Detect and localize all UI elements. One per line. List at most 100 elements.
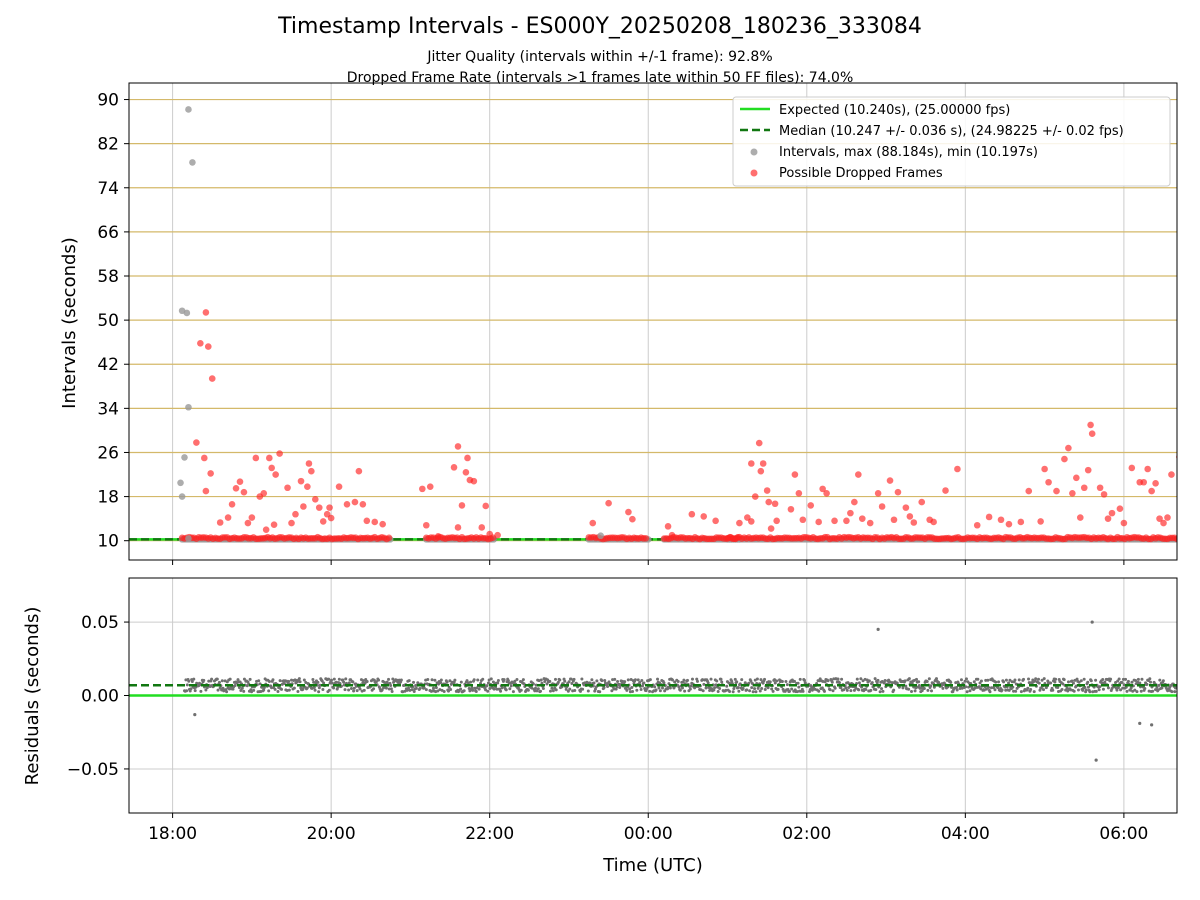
- dropped-frame-point: [1073, 474, 1080, 482]
- dropped-frame-point: [236, 478, 244, 485]
- dropped-frame-point: [906, 513, 914, 520]
- residual-point: [989, 686, 993, 690]
- residual-point: [676, 679, 680, 683]
- residual-point: [1121, 686, 1125, 690]
- residual-point: [770, 687, 774, 691]
- residual-point: [869, 688, 873, 692]
- interval-point: [1194, 536, 1200, 543]
- residual-point: [1049, 681, 1053, 685]
- residual-point: [630, 685, 634, 689]
- dropped-frame-point: [759, 460, 767, 467]
- legend: Expected (10.240s), (25.00000 fps) Media…: [732, 96, 1171, 187]
- dropped-frame-point: [1160, 519, 1167, 527]
- residual-point: [979, 687, 983, 691]
- residual-point: [1140, 677, 1144, 681]
- dropped-frame-point: [1193, 536, 1200, 543]
- residual-point: [1097, 688, 1101, 692]
- x-tick-label: 18:00: [148, 824, 197, 844]
- dropped-frame-point: [866, 519, 874, 527]
- residual-point: [988, 690, 992, 694]
- dropped-frame-point: [327, 514, 335, 522]
- dropped-frame-point: [232, 485, 240, 492]
- residual-point: [716, 689, 720, 693]
- dropped-frame-point: [918, 498, 926, 506]
- bottom-y-tick-label: 0.05: [81, 613, 119, 633]
- residual-point: [636, 678, 640, 682]
- residual-point: [515, 678, 519, 682]
- residual-point: [614, 687, 618, 691]
- residual-point: [606, 684, 610, 688]
- residual-point: [500, 686, 504, 690]
- dropped-frame-point: [831, 517, 838, 525]
- residual-point: [671, 678, 675, 682]
- dropped-frame-point: [886, 477, 894, 484]
- residual-point: [840, 677, 844, 681]
- dropped-frame-point: [930, 518, 937, 526]
- x-tick-label: 04:00: [941, 824, 990, 844]
- residual-point: [1056, 685, 1060, 689]
- residual-point: [556, 680, 560, 684]
- residual-point: [436, 682, 440, 686]
- top-y-tick-label: 42: [97, 355, 119, 375]
- residual-point: [702, 682, 706, 686]
- dropped-frame-point: [426, 483, 434, 490]
- residual-point: [1094, 678, 1098, 682]
- residual-point: [387, 677, 391, 681]
- residual-point: [1106, 686, 1110, 690]
- residual-point: [839, 686, 843, 690]
- residual-point: [1089, 679, 1093, 683]
- residual-point: [965, 690, 969, 694]
- residual-point: [1094, 689, 1098, 693]
- dropped-frame-point: [771, 500, 779, 508]
- residual-point: [1053, 680, 1057, 684]
- dropped-frame-point: [1156, 515, 1163, 522]
- dropped-frame-point: [482, 502, 490, 510]
- residual-point: [1029, 688, 1033, 692]
- residual-point: [231, 687, 235, 691]
- residual-outlier-point: [1150, 723, 1154, 727]
- residual-point: [1013, 678, 1017, 682]
- residual-point: [1061, 682, 1065, 686]
- residual-point: [533, 689, 537, 693]
- residual-point: [784, 679, 788, 683]
- residual-point: [842, 688, 846, 692]
- residual-point: [737, 689, 741, 693]
- residual-point: [741, 686, 745, 690]
- residual-point: [600, 679, 604, 683]
- residual-point: [733, 677, 737, 681]
- residual-point: [1054, 677, 1058, 681]
- residual-point: [897, 685, 901, 689]
- residual-point: [488, 687, 492, 691]
- residual-point: [242, 689, 246, 693]
- residual-point: [788, 689, 792, 693]
- legend-median-label: Median (10.247 +/- 0.036 s), (24.98225 +…: [779, 124, 1124, 139]
- residual-point: [496, 679, 500, 683]
- residual-point: [1194, 687, 1197, 690]
- residual-point: [837, 681, 841, 685]
- residual-point: [586, 689, 590, 693]
- interval-point: [1190, 536, 1197, 543]
- residual-point: [910, 690, 914, 694]
- residual-point: [883, 679, 887, 683]
- legend-intervals-swatch: [750, 148, 758, 156]
- dropped-frame-point: [470, 477, 478, 485]
- residual-outlier-point: [876, 627, 880, 632]
- residual-point: [654, 688, 658, 692]
- residual-point: [793, 679, 797, 683]
- dropped-frame-point: [1181, 536, 1188, 543]
- residual-point: [228, 677, 232, 681]
- residual-point: [708, 689, 712, 693]
- dropped-frame-point: [216, 519, 224, 526]
- residual-point: [534, 686, 538, 690]
- residual-point: [554, 688, 558, 692]
- residual-point: [302, 678, 306, 682]
- interval-point: [189, 159, 196, 166]
- residual-point: [709, 677, 713, 681]
- dropped-frame-point: [890, 516, 898, 524]
- residual-point: [422, 686, 426, 690]
- residual-point: [1070, 679, 1074, 683]
- residual-point: [747, 681, 751, 685]
- residual-point: [1086, 680, 1090, 684]
- interval-point: [185, 535, 192, 542]
- residual-point: [1138, 681, 1142, 685]
